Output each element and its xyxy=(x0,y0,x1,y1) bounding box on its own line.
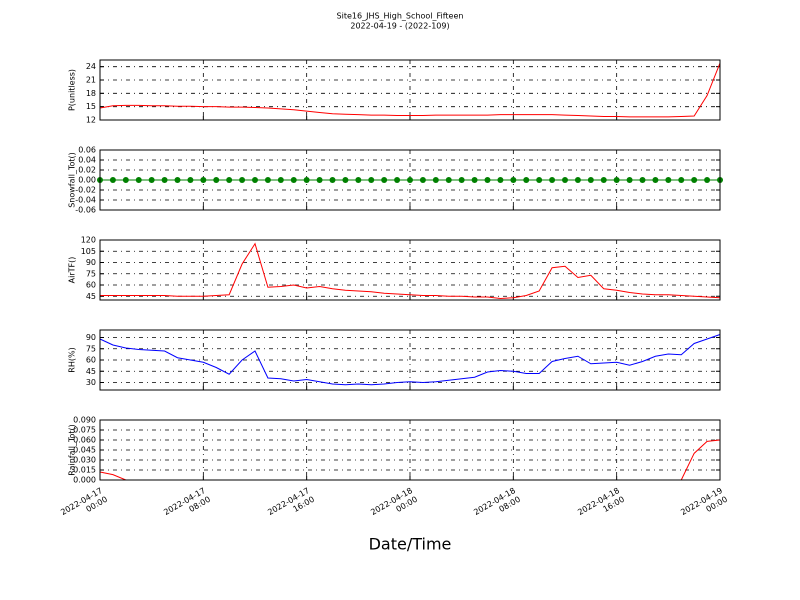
data-point xyxy=(252,177,258,183)
y-tick-label: 0.04 xyxy=(78,156,96,165)
data-point xyxy=(135,177,142,183)
y-tick-label: 75 xyxy=(86,269,96,278)
y-tick-label: 90 xyxy=(86,258,96,267)
data-point xyxy=(665,177,672,183)
plot-frame xyxy=(99,59,721,121)
data-point xyxy=(368,177,375,183)
data-line xyxy=(100,242,721,300)
data-point xyxy=(226,177,233,183)
y-axis-title: AirTF() xyxy=(68,257,77,284)
y-axis-title: P(unitless) xyxy=(68,69,77,111)
data-point xyxy=(213,177,220,183)
y-tick-label: 21 xyxy=(86,76,96,85)
chart-title: Site16_JHS_High_School_Fifteen xyxy=(337,12,464,21)
data-point xyxy=(303,177,310,183)
y-tick-label: 75 xyxy=(86,344,96,353)
data-point xyxy=(587,177,594,183)
data-point xyxy=(277,177,284,183)
plot-frame xyxy=(99,419,721,481)
y-tick-label: -0.02 xyxy=(75,186,96,195)
data-point xyxy=(458,177,465,183)
y-tick-label: 120 xyxy=(81,236,96,245)
y-tick-label: 0.000 xyxy=(73,476,96,485)
y-tick-label: -0.04 xyxy=(75,196,96,205)
data-point xyxy=(536,177,543,183)
y-tick-label: 0.090 xyxy=(73,416,96,425)
data-point xyxy=(381,177,388,183)
data-point xyxy=(639,177,646,183)
data-point xyxy=(471,177,478,183)
data-point xyxy=(290,177,297,183)
data-point xyxy=(652,177,659,183)
plot-frame xyxy=(99,149,721,211)
data-point xyxy=(432,177,439,183)
y-tick-label: 0.030 xyxy=(73,456,96,465)
data-point xyxy=(329,177,336,183)
y-tick-label: 0.00 xyxy=(78,176,96,185)
y-tick-label: 15 xyxy=(86,102,96,111)
y-axis-title: RH(%) xyxy=(68,347,77,372)
data-line xyxy=(99,62,721,118)
data-point xyxy=(174,177,181,183)
y-tick-label: 105 xyxy=(81,247,96,256)
y-axis-title: Rainfall_Tot() xyxy=(68,424,77,476)
plot-frame xyxy=(99,239,721,301)
y-tick-label: 60 xyxy=(86,281,96,290)
data-point xyxy=(394,177,401,183)
y-tick-label: -0.06 xyxy=(75,206,96,215)
data-point xyxy=(600,177,607,183)
y-tick-label: 0.02 xyxy=(78,166,96,175)
y-tick-label: 90 xyxy=(86,333,96,342)
data-point xyxy=(161,177,168,183)
y-tick-label: 45 xyxy=(86,367,96,376)
y-tick-label: 0.075 xyxy=(73,426,96,435)
data-point xyxy=(523,177,530,183)
data-point xyxy=(407,177,413,183)
data-point xyxy=(109,177,116,183)
data-point xyxy=(704,177,711,183)
data-point xyxy=(678,177,685,183)
data-point xyxy=(122,177,129,183)
data-point xyxy=(510,177,517,183)
y-tick-label: 0.045 xyxy=(73,446,96,455)
data-point xyxy=(562,177,568,183)
data-point xyxy=(574,177,581,183)
y-tick-label: 30 xyxy=(86,378,96,387)
y-tick-label: 60 xyxy=(86,356,96,365)
data-point xyxy=(187,177,194,183)
data-point xyxy=(200,177,207,183)
data-point xyxy=(355,177,362,183)
data-line xyxy=(99,334,721,386)
data-point xyxy=(549,177,556,183)
y-tick-label: 0.060 xyxy=(73,436,96,445)
data-point xyxy=(445,177,452,183)
data-point xyxy=(342,177,349,183)
y-tick-label: 24 xyxy=(86,62,96,71)
data-point xyxy=(497,177,504,183)
plot-frame xyxy=(99,329,721,391)
y-axis-title: Snowfall_Tot() xyxy=(68,152,77,208)
data-point xyxy=(626,177,633,183)
y-tick-label: 45 xyxy=(86,292,96,301)
data-point xyxy=(691,177,698,183)
data-point xyxy=(239,177,246,183)
chart-subtitle: 2022-04-19 - (2022-109) xyxy=(350,22,449,31)
data-point xyxy=(484,177,491,183)
y-tick-label: 12 xyxy=(86,116,96,125)
y-tick-label: 0.06 xyxy=(78,146,96,155)
y-tick-label: 18 xyxy=(86,89,96,98)
data-point xyxy=(419,177,426,183)
data-point xyxy=(148,177,155,183)
data-point xyxy=(316,177,323,183)
x-axis-title: Date/Time xyxy=(369,535,452,554)
data-point xyxy=(264,177,271,183)
data-point xyxy=(613,177,620,183)
y-tick-label: 0.015 xyxy=(73,466,96,475)
